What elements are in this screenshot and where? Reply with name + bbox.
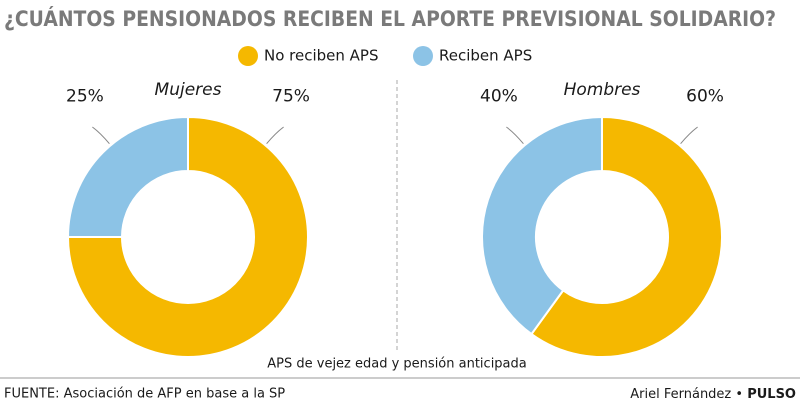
leader-line xyxy=(680,126,698,145)
chart-subtitle: Hombres xyxy=(564,80,641,100)
credit: Ariel Fernández • PULSO xyxy=(630,387,796,402)
data-label: 60% xyxy=(686,87,724,107)
legend-swatch xyxy=(413,46,433,66)
bullet: • xyxy=(731,387,747,402)
legend-label: Reciben APS xyxy=(439,47,532,65)
data-label: 75% xyxy=(272,87,310,107)
data-label: 40% xyxy=(480,87,518,107)
data-label: 25% xyxy=(66,87,104,107)
donut-slice xyxy=(530,115,723,358)
donut-slice xyxy=(66,115,309,358)
leader-line xyxy=(266,126,284,145)
donut-slice xyxy=(66,115,189,238)
author: Ariel Fernández xyxy=(630,387,731,402)
source: FUENTE: Asociación de AFP en base a la S… xyxy=(4,387,285,402)
donut-slice xyxy=(481,115,603,336)
chart-title: ¿CUÁNTOS PENSIONADOS RECIBEN EL APORTE P… xyxy=(4,6,776,31)
legend-swatch xyxy=(238,46,258,66)
leader-line xyxy=(92,126,110,145)
outlet: PULSO xyxy=(747,387,796,402)
note: APS de vejez edad y pensión anticipada xyxy=(267,357,527,372)
chart-subtitle: Mujeres xyxy=(155,80,222,100)
leader-line xyxy=(506,126,524,145)
legend-label: No reciben APS xyxy=(264,47,379,65)
